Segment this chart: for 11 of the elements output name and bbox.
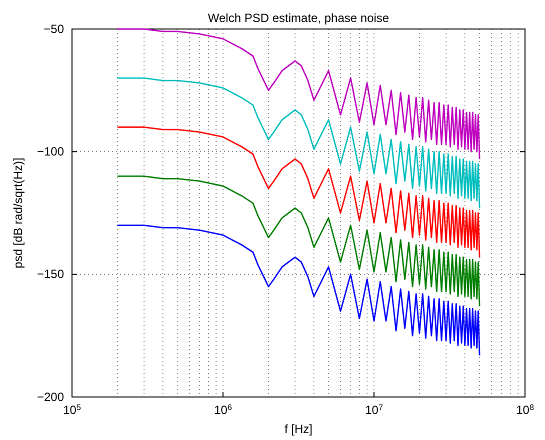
y-tick-label: −200 — [36, 390, 64, 404]
y-tick-label: −100 — [36, 144, 64, 159]
chart-title: Welch PSD estimate, phase noise — [208, 11, 390, 25]
x-tick-label: 10$^{5}$ — [63, 402, 82, 417]
x-tick-label: 10$^{6}$ — [214, 402, 232, 417]
y-axis-title: psd [dB rad/sqrt(Hz)] — [11, 158, 25, 268]
x-tick-label: 10$^{7}$ — [365, 402, 384, 417]
x-tick-label: 10$^{8}$ — [516, 402, 534, 417]
y-tick-label: −50 — [44, 22, 64, 36]
x-axis-title: f [Hz] — [284, 422, 313, 436]
y-tick-label: −150 — [36, 267, 64, 282]
